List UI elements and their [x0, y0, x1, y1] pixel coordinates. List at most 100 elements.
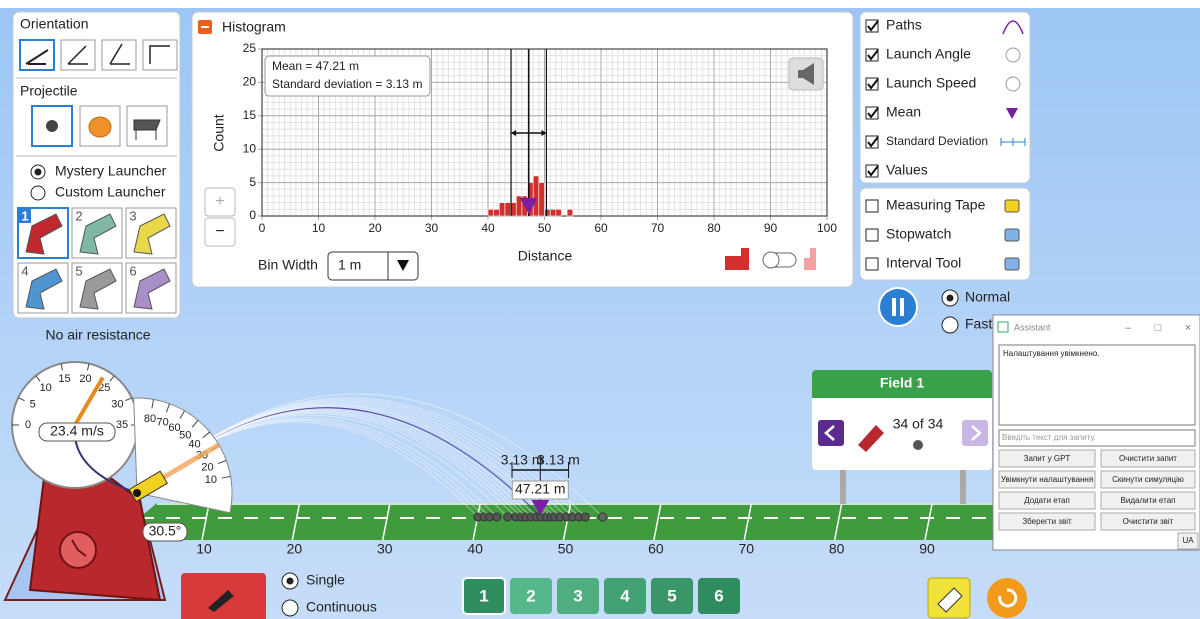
window-control[interactable]: ×: [1185, 322, 1191, 334]
x-tick-label: 30: [377, 541, 393, 557]
zoom-label: +: [215, 193, 224, 210]
window-title: Assistant: [1014, 322, 1051, 332]
landing-point: [504, 513, 512, 521]
orientation-button[interactable]: [102, 40, 136, 70]
pivot: [133, 489, 141, 497]
checkbox-label: Stopwatch: [886, 226, 951, 242]
tool-icon: [1005, 229, 1019, 241]
bin-width-label: Bin Width: [258, 257, 318, 273]
toggle-knob: [763, 252, 779, 268]
next-button[interactable]: [962, 420, 988, 446]
window-control[interactable]: –: [1125, 322, 1132, 334]
gauge-tick-label: 20: [201, 461, 213, 473]
x-tick-label: 40: [481, 221, 495, 235]
assistant-button-label: Зберегти звіт: [1022, 517, 1072, 526]
projectile-icon: [913, 440, 923, 450]
gauge-tick-label: 80: [144, 413, 156, 425]
radio-button[interactable]: [282, 600, 298, 616]
x-tick-label: 20: [287, 541, 303, 557]
pause-icon: [900, 298, 904, 316]
landing-point: [493, 513, 501, 521]
field-button-label: 6: [714, 586, 723, 605]
field-button-label: 4: [620, 586, 630, 605]
air-resistance-label: No air resistance: [45, 327, 150, 343]
checkbox-label: Interval Tool: [886, 255, 961, 271]
language-label: UA: [1182, 536, 1194, 545]
radio-label: Continuous: [306, 599, 377, 615]
gauge-tick-label: 30: [111, 399, 123, 411]
section-title: Orientation: [20, 16, 88, 32]
launcher-number: 1: [21, 208, 28, 223]
checkbox[interactable]: [866, 229, 878, 241]
x-tick-label: 10: [312, 221, 326, 235]
x-tick-label: 90: [919, 541, 935, 557]
x-tick-label: 90: [764, 221, 778, 235]
y-tick-label: 0: [249, 208, 256, 222]
assistant-button-label: Увімкнути налаштування: [1001, 475, 1093, 484]
sign-post: [840, 468, 846, 504]
histogram-bar: [499, 203, 505, 216]
histogram-bar: [545, 209, 551, 216]
window-control[interactable]: □: [1155, 322, 1162, 334]
orientation-button[interactable]: [20, 40, 54, 70]
radio-dot: [287, 578, 294, 585]
radio-label: Custom Launcher: [55, 184, 166, 200]
x-tick-label: 70: [738, 541, 754, 557]
histogram-bar: [488, 209, 494, 216]
gauge-tick-label: 15: [58, 373, 70, 385]
launcher-number: 3: [129, 208, 136, 223]
y-tick-label: 15: [243, 108, 257, 122]
y-tick-label: 25: [243, 41, 257, 55]
y-tick-label: 5: [249, 175, 256, 189]
x-tick-label: 60: [648, 541, 664, 557]
assistant-button-label: Очистити звіт: [1123, 517, 1174, 526]
y-tick-label: 20: [243, 75, 257, 89]
histogram-bar: [494, 209, 500, 216]
zoom-label: −: [215, 223, 224, 240]
assistant-output-text: Налаштування увімкнено.: [1003, 349, 1100, 358]
reset-button[interactable]: [987, 578, 1027, 618]
assistant-button-label: Скинути симуляцію: [1112, 475, 1184, 484]
launcher-number: 6: [129, 263, 136, 278]
launcher-number: 2: [75, 208, 82, 223]
x-tick-label: 20: [368, 221, 382, 235]
launcher-number: 4: [21, 263, 28, 278]
radio-button[interactable]: [942, 317, 958, 333]
radio-label: Single: [306, 572, 345, 588]
previous-button[interactable]: [818, 420, 844, 446]
gauge-tick-label: 5: [30, 399, 36, 411]
x-tick-label: 100: [817, 221, 837, 235]
top-strip: [0, 0, 1200, 8]
checkbox[interactable]: [866, 258, 878, 270]
histogram-bar: [539, 183, 545, 216]
y-axis-label: Count: [211, 114, 227, 151]
assistant-button-label: Видалити етап: [1121, 496, 1176, 505]
radio-dot: [947, 295, 954, 302]
tool-icon: [1005, 200, 1019, 212]
angle-value: 30.5°: [149, 523, 182, 539]
gauge-tick-label: 70: [157, 416, 169, 428]
simulation-screen: Orientation Projectile Mystery LauncherC…: [0, 0, 1200, 619]
gauge-tick-label: 10: [205, 474, 217, 486]
field: [113, 503, 1000, 540]
checkbox-label: Values: [886, 162, 928, 178]
field-button-label: 3: [573, 586, 582, 605]
speed-value: 23.4 m/s: [50, 423, 104, 439]
pause-button[interactable]: [879, 288, 917, 326]
landing-point: [599, 513, 607, 521]
landing-point: [581, 513, 589, 521]
assistant-button-label: Додати етап: [1024, 496, 1070, 505]
x-tick-label: 60: [594, 221, 608, 235]
field-button-label: 2: [526, 586, 535, 605]
cannonball-icon: [46, 120, 58, 132]
x-tick-label: 10: [196, 541, 212, 557]
input-placeholder: Введіть текст для запиту.: [1002, 433, 1096, 442]
orientation-button[interactable]: [143, 40, 177, 70]
gauge-tick-label: 50: [179, 429, 191, 441]
gauge-tick-label: 0: [25, 419, 31, 431]
radio-button[interactable]: [31, 186, 45, 200]
radio-dot: [35, 169, 42, 176]
checkbox[interactable]: [866, 200, 878, 212]
checkbox-label: Standard Deviation: [886, 134, 988, 148]
radio-label: Normal: [965, 289, 1010, 305]
